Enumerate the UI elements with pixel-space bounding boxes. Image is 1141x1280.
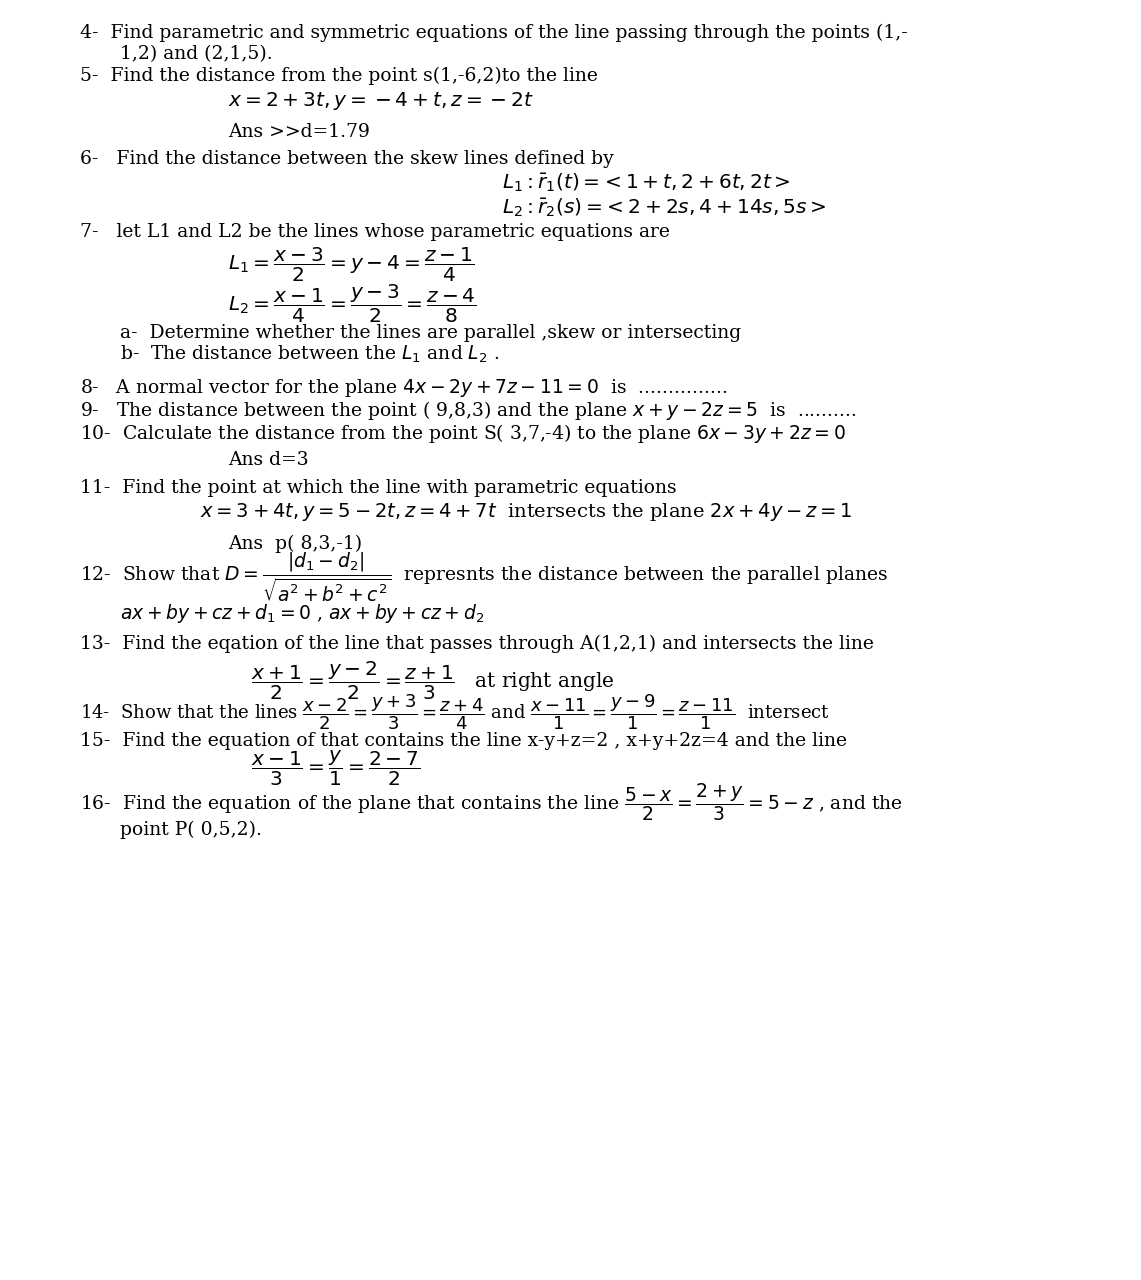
Text: 9-   The distance between the point ( 9,8,3) and the plane $x + y - 2z = 5$  is : 9- The distance between the point ( 9,8,… [80,399,857,422]
Text: 1,2) and (2,1,5).: 1,2) and (2,1,5). [120,45,273,63]
Text: 14-  Show that the lines $\dfrac{x-2}{2} = \dfrac{y+3}{3} = \dfrac{z+4}{4}$ and : 14- Show that the lines $\dfrac{x-2}{2} … [80,692,830,731]
Text: 5-  Find the distance from the point s(1,-6,2)to the line: 5- Find the distance from the point s(1,… [80,67,598,84]
Text: 12-  Show that $D = \dfrac{|d_1-d_2|}{\sqrt{a^2+b^2+c^2}}$  represnts the distan: 12- Show that $D = \dfrac{|d_1-d_2|}{\sq… [80,550,888,604]
Text: $\dfrac{x+1}{2} = \dfrac{y-2}{2} = \dfrac{z+1}{3}$   at right angle: $\dfrac{x+1}{2} = \dfrac{y-2}{2} = \dfra… [251,659,615,703]
Text: 11-  Find the point at which the line with parametric equations: 11- Find the point at which the line wit… [80,479,677,497]
Text: 10-  Calculate the distance from the point S( 3,7,-4) to the plane $6x - 3y + 2z: 10- Calculate the distance from the poin… [80,422,845,445]
Text: 8-   A normal vector for the plane $4x - 2y + 7z - 11 = 0$  is  ...............: 8- A normal vector for the plane $4x - 2… [80,376,727,399]
Text: Ans  p( 8,3,-1): Ans p( 8,3,-1) [228,535,363,553]
Text: 15-  Find the equation of that contains the line x-y+z=2 , x+y+2z=4 and the line: 15- Find the equation of that contains t… [80,732,847,750]
Text: $x = 3 + 4t, y = 5 - 2t, z = 4 + 7t$  intersects the plane $2x + 4y - z = 1$: $x = 3 + 4t, y = 5 - 2t, z = 4 + 7t$ int… [200,500,852,524]
Text: $L_2:\bar{r}_2(s) =\!< 2+2s, 4+14s, 5s >$: $L_2:\bar{r}_2(s) =\!< 2+2s, 4+14s, 5s >… [502,196,827,219]
Text: $x = 2 + 3t, y = -4 + t, z = -2t$: $x = 2 + 3t, y = -4 + t, z = -2t$ [228,90,534,113]
Text: b-  The distance between the $L_1$ and $L_2$ .: b- The distance between the $L_1$ and $L… [120,344,500,365]
Text: 7-   let L1 and L2 be the lines whose parametric equations are: 7- let L1 and L2 be the lines whose para… [80,223,670,241]
Text: 4-  Find parametric and symmetric equations of the line passing through the poin: 4- Find parametric and symmetric equatio… [80,24,907,42]
Text: Ans >>d=1.79: Ans >>d=1.79 [228,123,370,141]
Text: 16-  Find the equation of the plane that contains the line $\dfrac{5-x}{2} = \df: 16- Find the equation of the plane that … [80,782,903,823]
Text: 13-  Find the eqation of the line that passes through A(1,2,1) and intersects th: 13- Find the eqation of the line that pa… [80,635,874,653]
Text: $ax + by + cz + d_1 = 0$ , $ax + by + cz + d_2$: $ax + by + cz + d_1 = 0$ , $ax + by + cz… [120,602,484,625]
Text: $L_1:\bar{r}_1(t) =\!< 1+t, 2+6t, 2t >$: $L_1:\bar{r}_1(t) =\!< 1+t, 2+6t, 2t >$ [502,172,791,195]
Text: point P( 0,5,2).: point P( 0,5,2). [120,820,261,838]
Text: Ans d=3: Ans d=3 [228,451,309,468]
Text: $L_2 = \dfrac{x-1}{4} = \dfrac{y-3}{2} = \dfrac{z-4}{8}$: $L_2 = \dfrac{x-1}{4} = \dfrac{y-3}{2} =… [228,282,477,325]
Text: $L_1 = \dfrac{x-3}{2} = y-4 = \dfrac{z-1}{4}$: $L_1 = \dfrac{x-3}{2} = y-4 = \dfrac{z-1… [228,246,475,284]
Text: a-  Determine whether the lines are parallel ,skew or intersecting: a- Determine whether the lines are paral… [120,324,741,342]
Text: 6-   Find the distance between the skew lines defined by: 6- Find the distance between the skew li… [80,150,614,168]
Text: $\dfrac{x-1}{3} = \dfrac{y}{1} = \dfrac{2-7}{2}$: $\dfrac{x-1}{3} = \dfrac{y}{1} = \dfrac{… [251,749,421,787]
